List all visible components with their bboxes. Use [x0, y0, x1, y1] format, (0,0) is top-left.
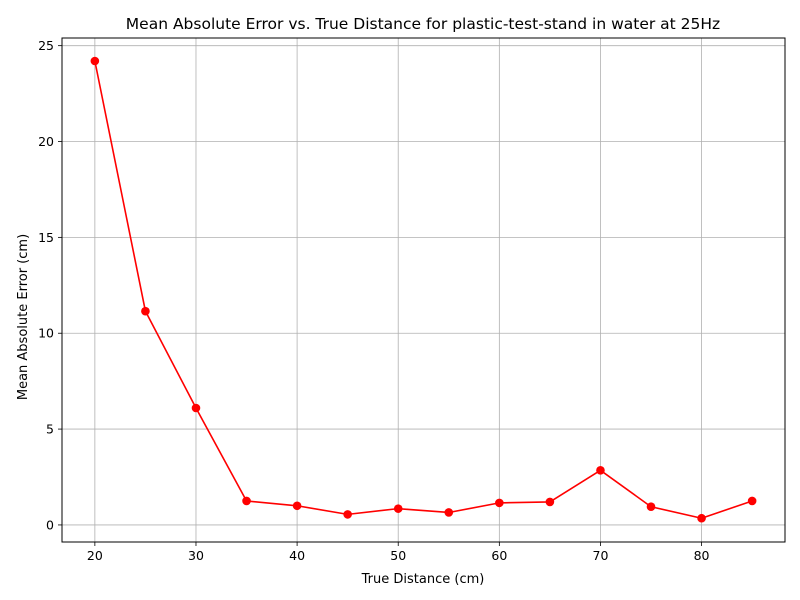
- y-tick-label: 0: [46, 517, 54, 532]
- data-point: [596, 466, 605, 475]
- x-tick-label: 60: [491, 548, 507, 563]
- y-axis: 0 5 10 15 20 25: [38, 38, 62, 532]
- data-point: [495, 498, 504, 508]
- x-tick-label: 70: [593, 548, 609, 563]
- x-axis-label: True Distance (cm): [361, 572, 485, 587]
- data-point: [444, 508, 454, 517]
- y-tick-label: 25: [38, 38, 54, 53]
- data-point: [747, 496, 757, 506]
- data-point: [697, 513, 706, 523]
- y-tick-label: 10: [38, 326, 54, 341]
- y-tick-label: 20: [38, 134, 54, 149]
- y-tick-label: 15: [38, 230, 54, 245]
- grid: [62, 38, 785, 542]
- y-axis-label: Mean Absolute Error (cm): [16, 234, 31, 400]
- series-group: [90, 56, 757, 523]
- data-point: [242, 496, 251, 506]
- data-point: [393, 504, 403, 513]
- plot-frame: [61, 37, 786, 543]
- data-point: [191, 403, 201, 413]
- chart-title: Mean Absolute Error vs. True Distance fo…: [126, 15, 720, 33]
- x-tick-label: 30: [188, 548, 204, 563]
- x-tick-label: 20: [87, 548, 103, 563]
- data-point: [545, 497, 555, 507]
- x-axis: 20 30 40 50 60 70 80: [87, 542, 710, 563]
- x-tick-label: 80: [694, 548, 710, 563]
- data-point: [646, 502, 656, 512]
- x-tick-label: 50: [390, 548, 406, 563]
- data-point: [141, 306, 150, 316]
- series-line: [94, 60, 753, 520]
- x-tick-label: 40: [289, 548, 305, 563]
- y-tick-label: 5: [46, 422, 54, 437]
- data-point: [292, 501, 302, 511]
- data-point: [343, 510, 352, 519]
- data-point: [90, 56, 100, 66]
